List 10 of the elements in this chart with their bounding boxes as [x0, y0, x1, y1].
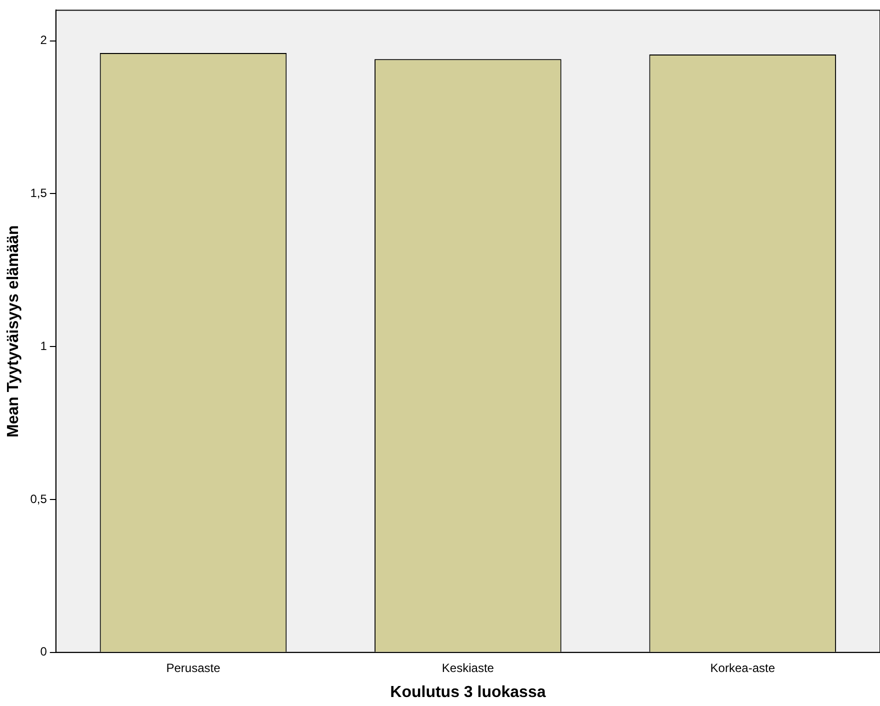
y-axis-title: Mean Tyytyväisyys elämään [5, 225, 22, 438]
y-tick-label: 0,5 [30, 492, 48, 506]
x-tick-label: Perusaste [166, 660, 221, 675]
y-tick-label: 2 [40, 33, 48, 48]
x-tick-label: Keskiaste [442, 660, 494, 675]
x-tick-label: Korkea-aste [710, 660, 776, 675]
y-tick-label: 1,5 [30, 186, 48, 200]
y-tick-label: 0 [40, 644, 48, 659]
y-tick-label: 1 [40, 338, 48, 353]
x-axis-title: Koulutus 3 luokassa [390, 684, 546, 701]
